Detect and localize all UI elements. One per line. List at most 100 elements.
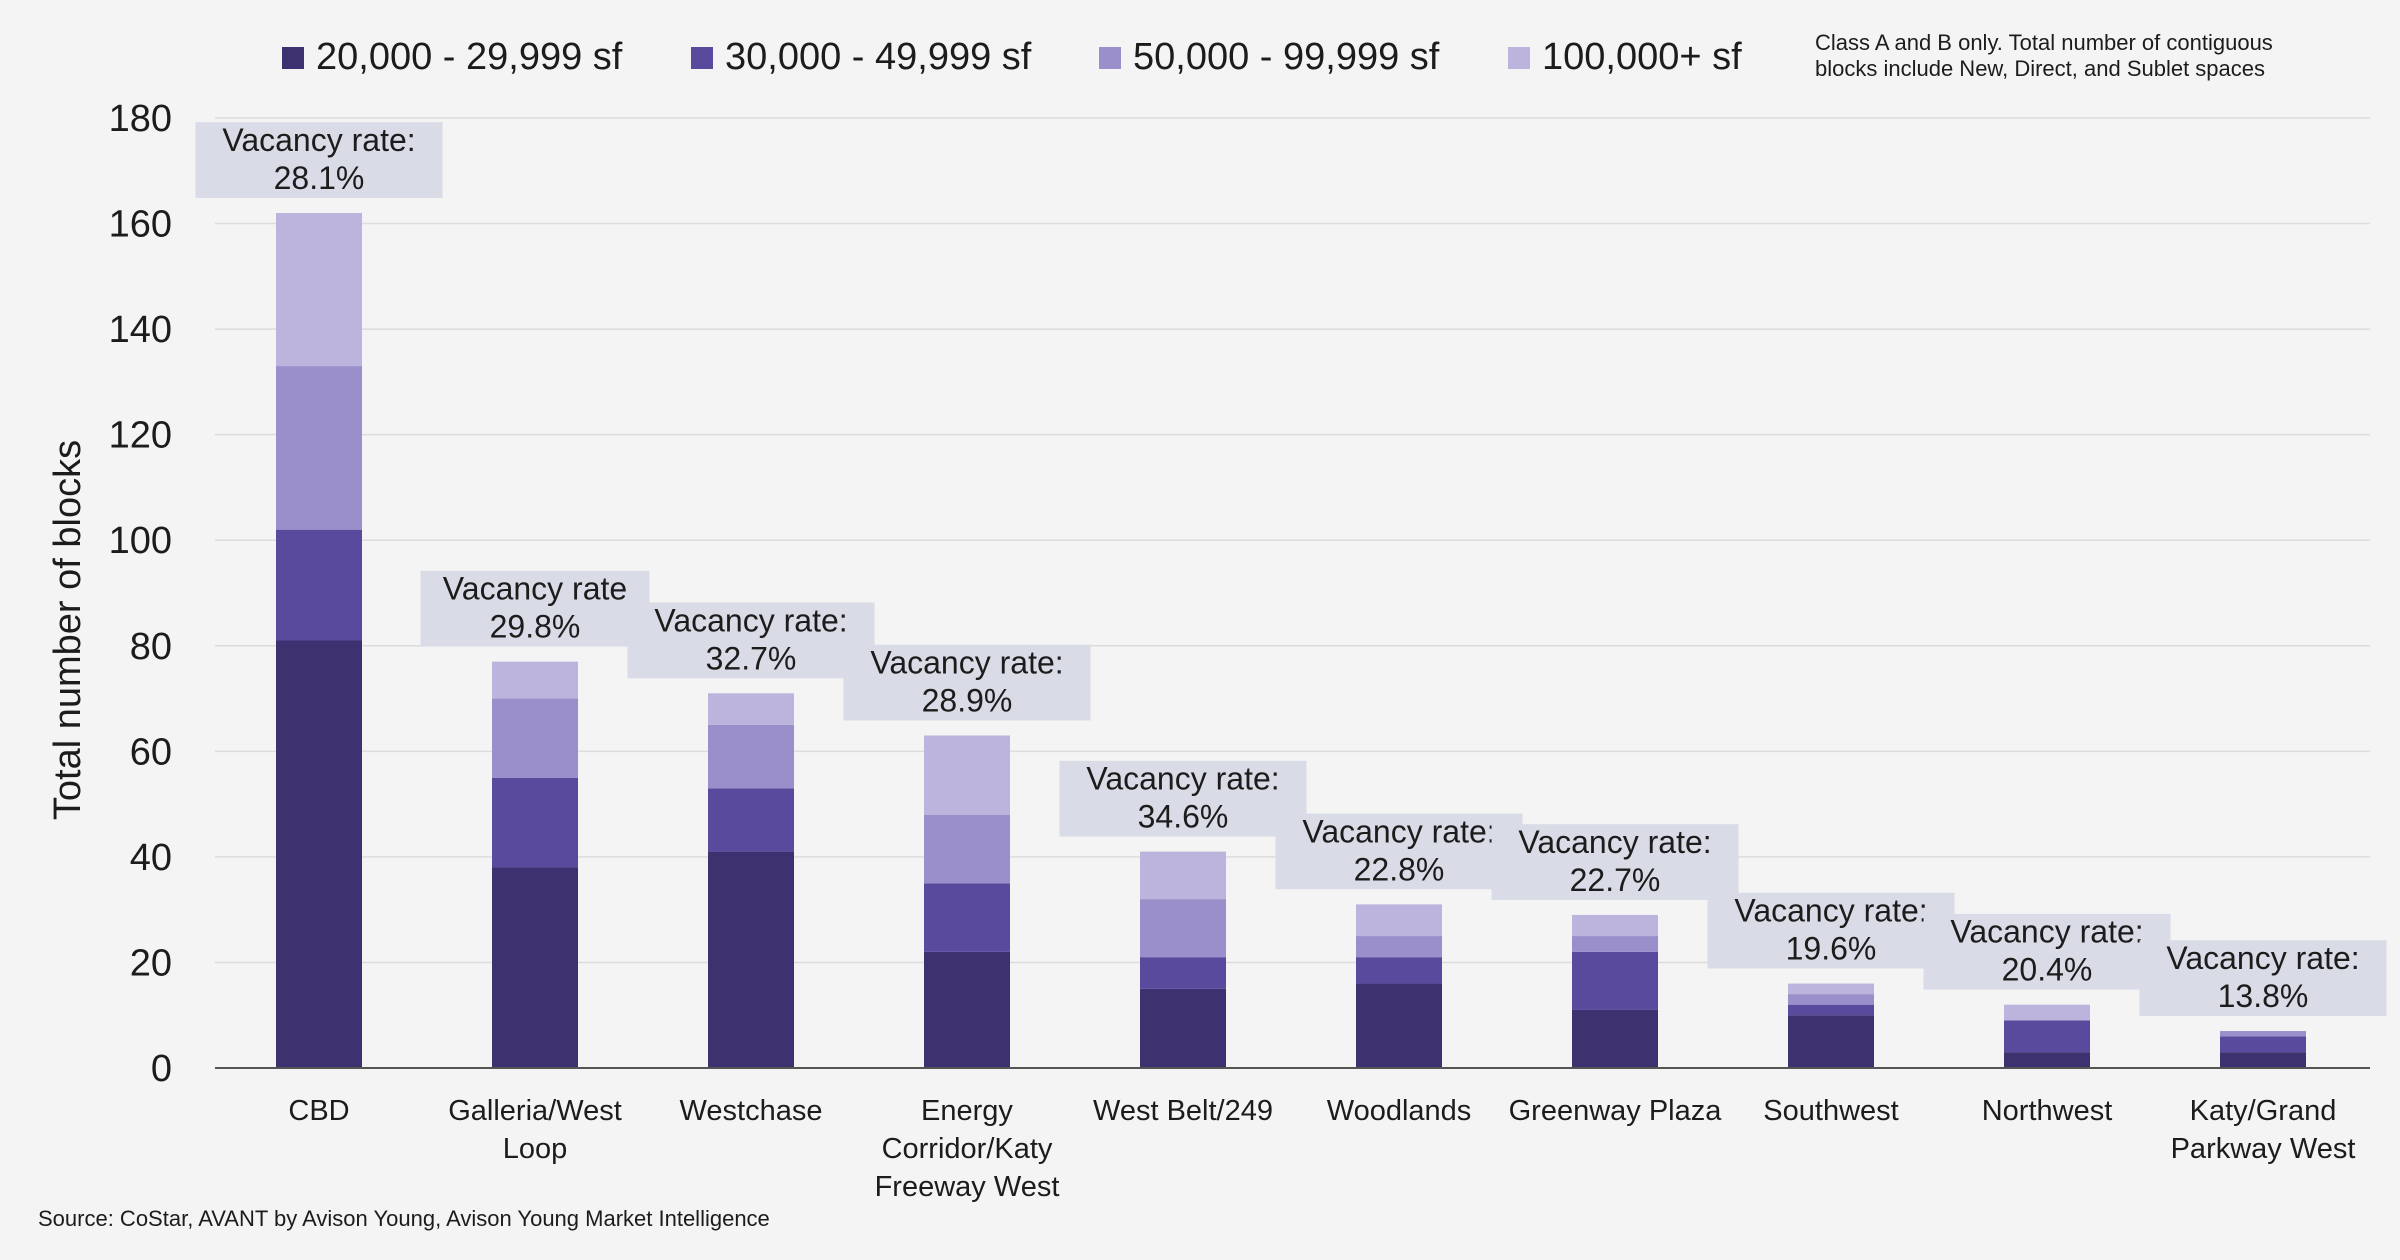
- vacancy-label-line-2: 32.7%: [706, 640, 797, 676]
- legend-label-1: 30,000 - 49,999 sf: [725, 36, 1032, 78]
- x-tick-label-line: Southwest: [1763, 1095, 1898, 1127]
- vacancy-label-line-2: 28.1%: [274, 160, 365, 196]
- x-tick-label-line: Loop: [503, 1133, 568, 1165]
- bar-segment-0-2: [708, 851, 794, 1068]
- x-tick-label-line: West Belt/249: [1093, 1095, 1273, 1127]
- legend-swatch-3: [1508, 47, 1530, 69]
- y-tick-label: 100: [109, 520, 172, 562]
- bar-segment-1-9: [2220, 1036, 2306, 1053]
- legend-swatch-2: [1099, 47, 1121, 69]
- vacancy-label: Vacancy rate: 32.7%: [654, 602, 847, 676]
- vacancy-label: Vacancy rate: 19.6%: [1734, 893, 1927, 967]
- x-tick-label-line: Northwest: [1982, 1095, 2113, 1127]
- bar-segment-0-9: [2220, 1052, 2306, 1068]
- bar-segment-2-1: [492, 698, 578, 778]
- vacancy-label: Vacancy rate: 28.1%: [222, 122, 415, 196]
- bar-segment-0-3: [924, 951, 1010, 1068]
- bar-segment-2-6: [1572, 936, 1658, 952]
- vacancy-label-line-2: 19.6%: [1786, 931, 1877, 967]
- y-tick-label: 120: [109, 415, 172, 457]
- vacancy-label-bg: [1275, 813, 1523, 890]
- y-tick-label: 180: [109, 98, 172, 140]
- vacancy-label: Vacancy rate 29.8%: [443, 571, 627, 645]
- bar-segment-3-6: [1572, 914, 1658, 937]
- bar-segment-0-0: [276, 640, 362, 1068]
- legend: 20,000 - 29,999 sf 30,000 - 49,999 sf 50,0…: [282, 36, 1742, 78]
- bar-segment-3-8: [2004, 1004, 2090, 1021]
- bar-segment-0-4: [1140, 988, 1226, 1068]
- x-tick-label-line: Woodlands: [1327, 1095, 1472, 1127]
- vacancy-label-bg: [2139, 940, 2387, 1017]
- x-tick-label-line: Katy/Grand: [2190, 1095, 2337, 1127]
- vacancy-label-bg: [627, 602, 875, 679]
- bar-segment-2-2: [708, 724, 794, 789]
- bar-segment-3-0: [276, 213, 362, 367]
- bar-segment-2-3: [924, 814, 1010, 884]
- bar-segment-0-8: [2004, 1052, 2090, 1068]
- axes: 0 20 40 60 80 100 120 140 160 180 CBD Galleria/West…: [109, 98, 2370, 1203]
- bar-segment-1-6: [1572, 951, 1658, 1010]
- bar-segment-1-0: [276, 529, 362, 641]
- vacancy-label-bg: [843, 644, 1091, 721]
- bars: [276, 213, 2306, 1068]
- chart-note: Class A and B only. Total number of cont…: [1815, 30, 2279, 81]
- vacancy-label-line-2: 22.8%: [1354, 851, 1445, 887]
- x-tick-label: Greenway Plaza: [1509, 1095, 1723, 1127]
- bar-segment-3-2: [708, 693, 794, 725]
- x-tick-label-line: CBD: [288, 1095, 349, 1127]
- vacancy-label: Vacancy rate: 34.6%: [1086, 761, 1279, 835]
- vacancy-label-line-1: Vacancy rate:: [1518, 824, 1711, 860]
- vacancy-label-line-2: 34.6%: [1138, 799, 1229, 835]
- bar-segment-3-3: [924, 735, 1010, 815]
- bar-segment-2-5: [1356, 936, 1442, 958]
- x-tick-label: Southwest: [1763, 1095, 1898, 1127]
- bar-segment-1-8: [2004, 1020, 2090, 1053]
- x-tick-label: Westchase: [680, 1095, 823, 1127]
- bar-segment-0-1: [492, 867, 578, 1068]
- bar-segment-0-5: [1356, 983, 1442, 1068]
- source-note: Source: CoStar, AVANT by Avison Young, A…: [38, 1206, 770, 1231]
- x-tick-label: Katy/Grand Parkway West: [2171, 1095, 2356, 1165]
- y-tick-label: 80: [130, 626, 172, 668]
- x-tick-label: Energy Corridor/Katy Freeway West: [875, 1095, 1060, 1203]
- vacancy-label-bg: [195, 122, 443, 198]
- bar-segment-1-1: [492, 777, 578, 868]
- y-tick-label: 140: [109, 309, 172, 351]
- vacancy-label-line-2: 29.8%: [490, 609, 581, 645]
- vacancy-label-line-2: 28.9%: [922, 683, 1013, 719]
- x-tick-label-line: Parkway West: [2171, 1133, 2356, 1165]
- vacancy-label-line-2: 22.7%: [1570, 862, 1661, 898]
- bar-segment-2-7: [1788, 994, 1874, 1005]
- x-tick-label-line: Energy: [921, 1095, 1013, 1127]
- x-tick-label-line: Westchase: [680, 1095, 823, 1127]
- chart-note-line-1: Class A and B only. Total number of cont…: [1815, 30, 2273, 55]
- vacancy-label-line-1: Vacancy rate:: [870, 645, 1063, 681]
- x-tick-label: CBD: [288, 1095, 349, 1127]
- bar-segment-2-0: [276, 366, 362, 530]
- legend-label-3: 100,000+ sf: [1542, 36, 1742, 78]
- x-tick-label: Northwest: [1982, 1095, 2113, 1127]
- bar-segment-1-4: [1140, 957, 1226, 989]
- bar-segment-3-5: [1356, 904, 1442, 937]
- vacancy-label-bg: [1491, 824, 1739, 900]
- y-tick-label: 40: [130, 837, 172, 879]
- y-tick-label: 0: [151, 1048, 172, 1090]
- legend-swatch-1: [691, 47, 713, 69]
- vacancy-label-line-1: Vacancy rate:: [2166, 940, 2359, 976]
- x-tick-label: Galleria/West Loop: [448, 1095, 622, 1165]
- bar-segment-2-9: [2220, 1031, 2306, 1037]
- x-tick-label-line: Galleria/West: [448, 1095, 622, 1127]
- chart-note-line-2: blocks include New, Direct, and Sublet s…: [1815, 56, 2265, 81]
- bar-segment-3-4: [1140, 851, 1226, 900]
- vacancy-label: Vacancy rate: 20.4%: [1950, 914, 2143, 988]
- y-tick-label: 20: [130, 942, 172, 984]
- legend-label-2: 50,000 - 99,999 sf: [1133, 36, 1440, 78]
- bar-segment-1-7: [1788, 1004, 1874, 1016]
- x-tick-label-line: Greenway Plaza: [1509, 1095, 1723, 1127]
- vacancy-label-line-1: Vacancy rate:: [1734, 893, 1927, 929]
- bar-segment-3-1: [492, 661, 578, 699]
- vacancy-label: Vacancy rate: 28.9%: [870, 645, 1063, 719]
- vacancy-label-line-1: Vacancy rate:: [1086, 761, 1279, 797]
- vacancy-label-line-1: Vacancy rate: [443, 571, 627, 607]
